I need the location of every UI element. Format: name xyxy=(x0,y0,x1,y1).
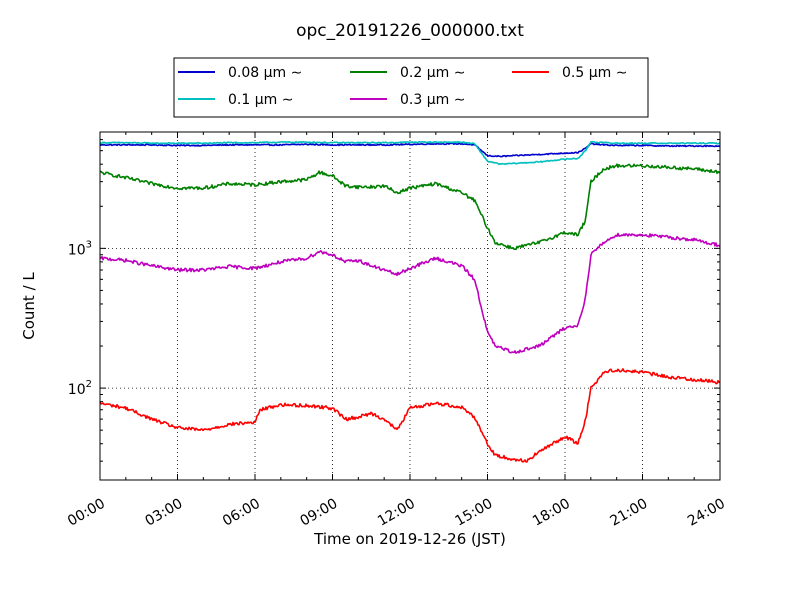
legend: 0.08 μm ∼ 0.1 μm ∼ 0.2 μm ∼ 0.3 μm ∼ 0.5 μm … xyxy=(173,57,649,118)
x-tick-label: 09:00 xyxy=(298,496,341,530)
x-tick-label: 12:00 xyxy=(375,496,418,530)
x-tick-label: 18:00 xyxy=(530,496,573,530)
series-line xyxy=(99,140,721,166)
legend-label: 0.1 μm ∼ xyxy=(228,92,293,108)
x-tick-label: 00:00 xyxy=(65,496,108,530)
x-tick-label: 24:00 xyxy=(685,496,728,530)
legend-label: 0.08 μm ∼ xyxy=(228,65,302,81)
series-line xyxy=(99,142,721,158)
series-layer xyxy=(99,140,721,463)
legend-label: 0.3 μm ∼ xyxy=(400,92,465,108)
y-axis-label: Count / L xyxy=(20,272,38,340)
x-axis-label: Time on 2019-12-26 (JST) xyxy=(313,530,506,548)
legend-label: 0.5 μm ∼ xyxy=(562,65,627,81)
chart-title: opc_20191226_000000.txt xyxy=(296,21,524,41)
y-tick-label: 102 xyxy=(68,379,92,398)
x-tick-label: 03:00 xyxy=(143,496,186,530)
y-tick-label: 103 xyxy=(68,239,92,258)
grid xyxy=(100,132,720,480)
series-line xyxy=(99,368,721,463)
series-line xyxy=(99,163,721,251)
x-tick-label: 21:00 xyxy=(608,496,651,530)
legend-label: 0.2 μm ∼ xyxy=(400,65,465,81)
legend-box xyxy=(173,57,649,118)
x-tick-label: 06:00 xyxy=(220,496,263,530)
series-line xyxy=(99,232,721,355)
x-tick-label: 15:00 xyxy=(453,496,496,530)
